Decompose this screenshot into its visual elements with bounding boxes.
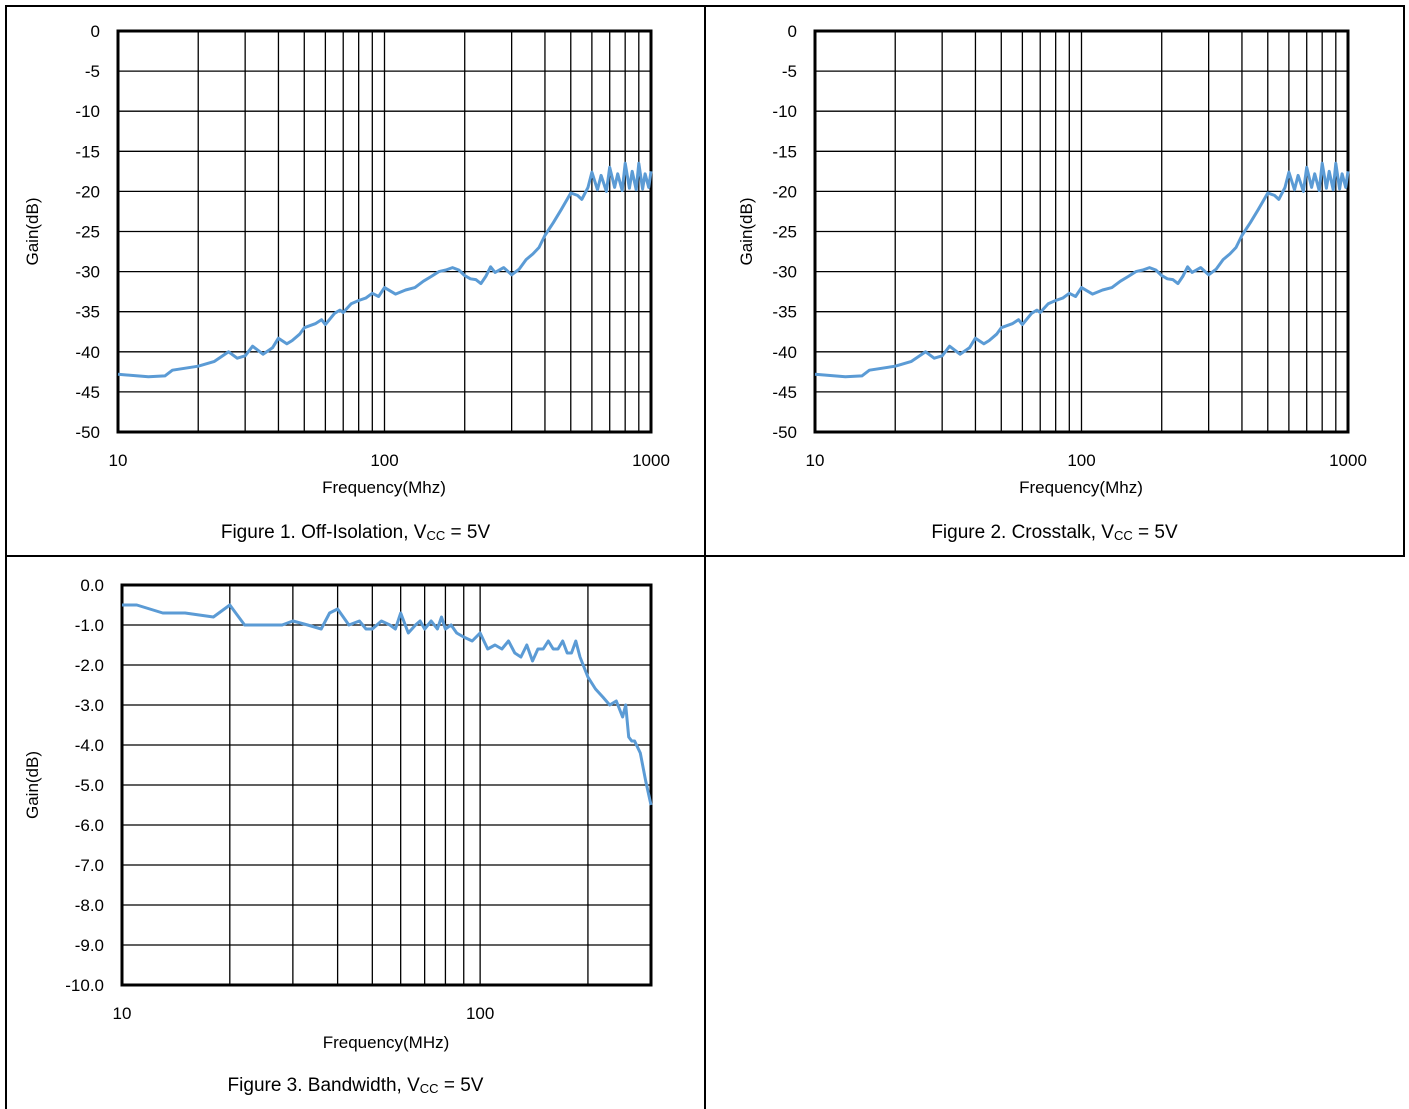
x-tick-label: 10: [806, 451, 825, 470]
y-tick-label: -45: [772, 383, 797, 402]
x-axis-label: Frequency(MHz): [323, 1033, 450, 1052]
y-tick-label: -5: [85, 62, 100, 81]
y-tick-label: -5.0: [75, 776, 104, 795]
y-tick-label: -10.0: [65, 976, 104, 995]
x-tick-label: 1000: [632, 451, 670, 470]
x-axis-label: Frequency(Mhz): [1019, 478, 1143, 497]
y-tick-label: -1.0: [75, 616, 104, 635]
y-tick-label: -10: [75, 102, 100, 121]
x-tick-label: 100: [1067, 451, 1095, 470]
off-isolation-chart: 0 -5 -10 -15 -20 -25 -30 -35 -40 -45 -50 10 100 1000 F…: [23, 22, 670, 497]
y-tick-label: -6.0: [75, 816, 104, 835]
y-tick-label: -20: [75, 182, 100, 201]
y-tick-label: -50: [772, 423, 797, 442]
bandwidth-chart: 0.0 -1.0 -2.0 -3.0 -4.0 -5.0 -6.0 -7.0 -8.0 -9.0 -…: [23, 576, 651, 1052]
y-tick-label: -7.0: [75, 856, 104, 875]
x-tick-label: 10: [109, 451, 128, 470]
x-tick-label: 100: [370, 451, 398, 470]
y-tick-label: 0: [91, 22, 100, 41]
x-tick-label: 100: [466, 1004, 494, 1023]
figure-2-caption: Figure 2. Crosstalk, VCC = 5V: [705, 522, 1404, 544]
y-tick-label: -30: [75, 263, 100, 282]
y-tick-label: -9.0: [75, 936, 104, 955]
y-tick-label: -35: [75, 303, 100, 322]
y-tick-label: -35: [772, 303, 797, 322]
y-tick-label: -25: [772, 223, 797, 242]
y-tick-label: -3.0: [75, 696, 104, 715]
y-tick-label: 0: [788, 22, 797, 41]
y-tick-label: -15: [772, 142, 797, 161]
y-tick-label: -30: [772, 263, 797, 282]
x-tick-label: 1000: [1329, 451, 1367, 470]
table-borders: [5, 6, 1405, 1109]
y-tick-label: -40: [772, 343, 797, 362]
y-tick-label: -40: [75, 343, 100, 362]
y-tick-label: -50: [75, 423, 100, 442]
y-axis-label: Gain(dB): [737, 197, 756, 265]
y-tick-label: -5: [782, 62, 797, 81]
y-tick-label: -10: [772, 102, 797, 121]
figure-3-caption: Figure 3. Bandwidth, VCC = 5V: [6, 1075, 705, 1097]
y-tick-label: 0.0: [80, 576, 104, 595]
y-tick-label: -15: [75, 142, 100, 161]
figure-1-caption: Figure 1. Off-Isolation, VCC = 5V: [6, 522, 705, 544]
y-tick-label: -20: [772, 182, 797, 201]
x-tick-label: 10: [113, 1004, 132, 1023]
y-tick-label: -8.0: [75, 896, 104, 915]
y-axis-label: Gain(dB): [23, 197, 42, 265]
x-axis-label: Frequency(Mhz): [322, 478, 446, 497]
y-axis-label: Gain(dB): [23, 751, 42, 819]
y-tick-label: -4.0: [75, 736, 104, 755]
crosstalk-chart: 0 -5 -10 -15 -20 -25 -30 -35 -40 -45 -50 10 100 1000 F…: [737, 22, 1367, 497]
y-tick-label: -25: [75, 223, 100, 242]
y-tick-label: -45: [75, 383, 100, 402]
y-tick-label: -2.0: [75, 656, 104, 675]
